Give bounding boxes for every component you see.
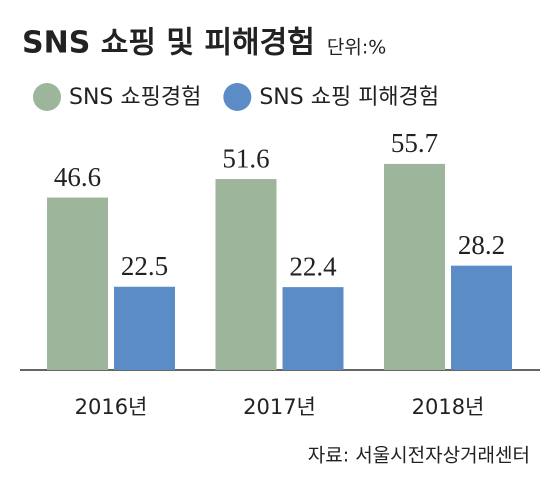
value-label: 46.6 — [54, 162, 101, 192]
legend-swatch — [33, 83, 61, 111]
x-tick-label: 2017년 — [243, 395, 316, 419]
legend-label: SNS 쇼핑 피해경험 — [259, 85, 439, 110]
bar — [47, 197, 108, 370]
value-label: 22.4 — [289, 251, 337, 281]
value-label: 51.6 — [222, 143, 269, 173]
unit-label: 단위:% — [327, 37, 386, 59]
source: 자료: 서울시전자상거래센터 — [308, 445, 530, 467]
bar — [114, 286, 175, 370]
bar — [282, 287, 344, 370]
bar — [451, 265, 512, 370]
value-label: 55.7 — [391, 128, 438, 158]
value-label: 22.5 — [121, 251, 168, 281]
x-tick-label: 2016년 — [75, 395, 148, 419]
legend-swatch — [223, 83, 252, 111]
bar — [215, 179, 277, 370]
x-tick-label: 2018년 — [412, 395, 485, 419]
value-label: 28.2 — [458, 230, 505, 260]
legend-label: SNS 쇼핑경험 — [69, 85, 201, 110]
chart-title: SNS 쇼핑 및 피해경험 — [22, 26, 315, 61]
bar — [384, 163, 445, 370]
